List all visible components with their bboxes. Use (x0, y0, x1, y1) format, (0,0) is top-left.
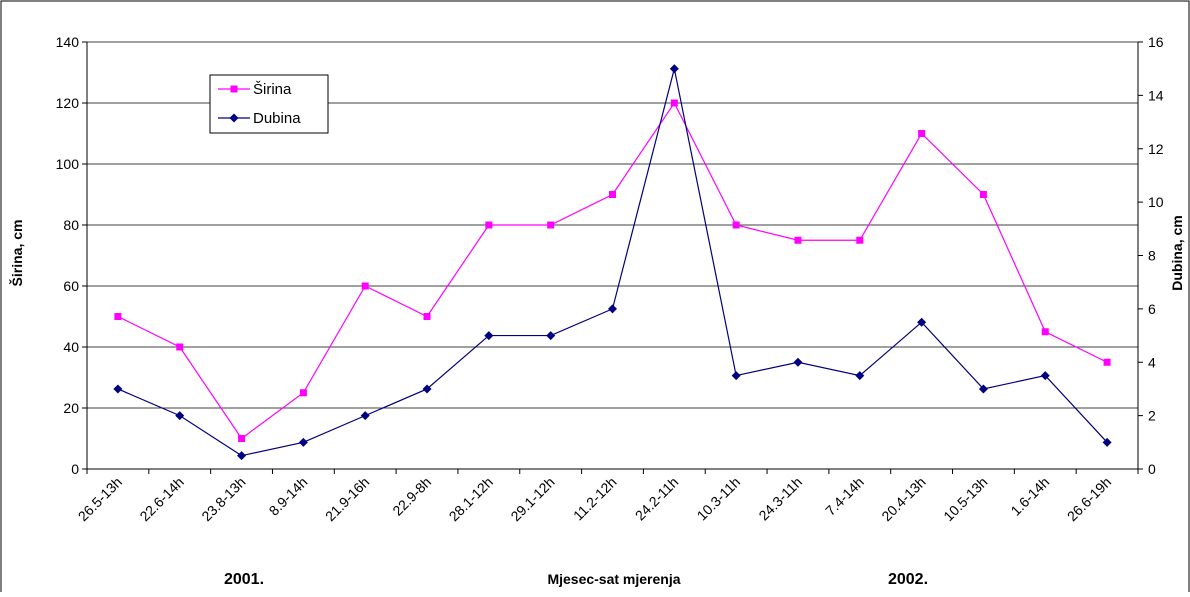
y-tick-label: 60 (63, 278, 79, 294)
data-point-dubina (731, 371, 741, 381)
y2-tick-label: 12 (1148, 141, 1164, 157)
data-point-sirina (176, 343, 184, 351)
data-point-sirina (609, 191, 616, 198)
y-tick-label: 80 (63, 217, 79, 233)
y2-tick-label: 0 (1148, 461, 1156, 477)
data-point-sirina (423, 313, 431, 320)
x-axis-title: Mjesec-sat mjerenja (547, 571, 680, 587)
y-axis-title: Širina, cm (8, 220, 25, 287)
data-point-sirina (670, 99, 678, 107)
y2-tick-label: 16 (1148, 34, 1164, 50)
year-label-2002: 2002. (888, 571, 928, 588)
y-tick-label: 0 (71, 461, 79, 477)
data-point-sirina (361, 282, 369, 290)
y-tick-label: 100 (56, 156, 80, 172)
series-lines (113, 64, 1112, 461)
y2-tick-label: 14 (1148, 87, 1164, 103)
legend-box (209, 74, 329, 134)
legend-label-sirina: Širina (253, 81, 292, 98)
data-point-sirina (299, 389, 307, 397)
data-point-dubina (608, 304, 617, 314)
data-point-sirina (1041, 328, 1049, 336)
y2-tick-label: 4 (1148, 354, 1156, 370)
year-label-2001: 2001. (224, 571, 264, 588)
y2-tick-label: 8 (1148, 248, 1156, 264)
data-point-sirina (547, 221, 555, 229)
data-point-sirina (979, 191, 987, 198)
axis-labels: Širina, cm Dubina, cm Mjesec-sat mjerenj… (8, 215, 1185, 588)
y2-axis-title: Dubina, cm (1169, 215, 1185, 290)
data-point-dubina (978, 384, 988, 394)
legend-label-dubina: Dubina (253, 110, 301, 127)
legend-marker-sirina (230, 85, 238, 93)
data-point-dubina (113, 384, 123, 394)
data-point-dubina (1040, 371, 1050, 381)
data-point-dubina (855, 371, 865, 381)
data-point-sirina (794, 236, 802, 244)
data-point-dubina (669, 64, 679, 74)
y2-tick-label: 2 (1148, 408, 1156, 424)
data-point-sirina (856, 236, 864, 244)
y-tick-label: 40 (63, 339, 79, 355)
y2-tick-label: 10 (1148, 194, 1164, 210)
data-point-dubina (546, 331, 556, 341)
data-point-dubina (175, 411, 185, 421)
data-point-sirina (918, 130, 926, 137)
legend-marker-dubina (229, 113, 239, 123)
data-point-sirina (485, 221, 493, 229)
legend: Širina Dubina (209, 74, 329, 134)
data-point-dubina (793, 357, 803, 367)
data-point-dubina (917, 317, 927, 327)
data-point-dubina (298, 437, 308, 447)
data-point-sirina (114, 313, 122, 320)
y-tick-label: 20 (63, 400, 79, 416)
data-point-dubina (360, 411, 370, 421)
y2-tick-label: 6 (1148, 301, 1156, 317)
data-point-sirina (1103, 358, 1111, 366)
data-point-dubina (484, 331, 494, 341)
y-tick-label: 140 (56, 34, 80, 50)
y-tick-label: 120 (56, 95, 80, 111)
data-point-dubina (237, 451, 247, 461)
data-point-sirina (238, 435, 246, 442)
data-point-dubina (422, 384, 432, 394)
data-point-sirina (732, 221, 740, 229)
data-point-dubina (1102, 437, 1112, 447)
